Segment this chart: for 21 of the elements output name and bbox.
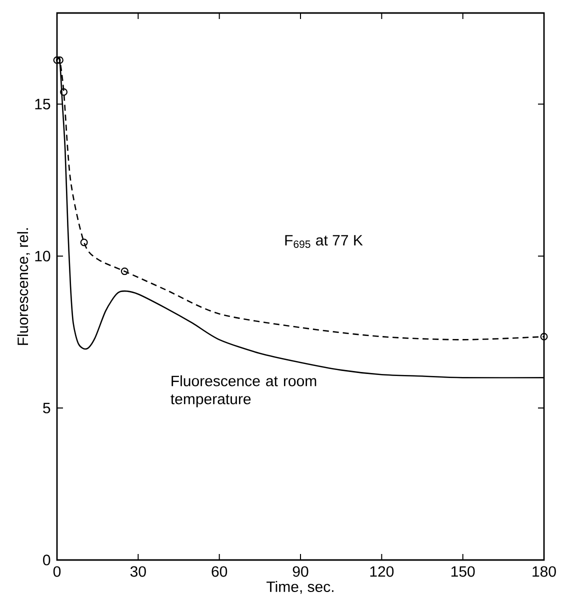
x-axis-title: Time, sec. [266,581,334,594]
point [80,238,88,246]
y-tick-label: 15 [35,98,50,110]
point [120,268,128,276]
y-tick-label: 10 [35,250,50,262]
point [53,56,61,64]
annotation: F$_{695}$ at 77 K [285,235,363,248]
x-tick-label: 180 [532,566,556,577]
x-tick-label: 150 [451,566,475,577]
x-tick-label: 30 [130,566,146,577]
point [60,88,68,96]
x-tick-label: 120 [370,566,394,577]
x-tick-label: 90 [292,566,308,577]
x-tick-label: 60 [212,566,228,577]
y-axis-title: Fluorescence, rel. [17,228,30,345]
x-tick-label: 0 [53,566,61,577]
y-tick-label: 5 [43,402,50,414]
point [56,56,64,64]
point [540,332,548,340]
annotation: Fluorescence at room temperature [170,375,316,408]
y-tick-label: 0 [43,554,50,566]
